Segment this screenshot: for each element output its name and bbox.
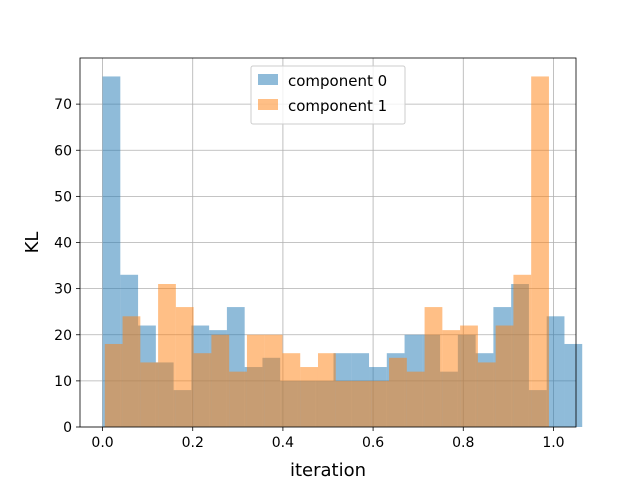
bar-component-1 xyxy=(317,353,336,427)
bar-component-1 xyxy=(282,353,301,427)
bar-component-1 xyxy=(495,325,514,427)
bar-component-1 xyxy=(424,307,443,427)
bar-component-0 xyxy=(102,76,121,427)
legend: component 0 component 1 xyxy=(250,65,406,125)
bar-component-1 xyxy=(531,76,549,427)
y-tick-label: 70 xyxy=(54,97,72,113)
bar-component-1 xyxy=(353,380,372,427)
bar-component-1 xyxy=(122,316,141,427)
bar-component-1 xyxy=(175,307,194,427)
bar-component-0 xyxy=(564,343,583,427)
legend-label-component-0: component 0 xyxy=(288,72,387,90)
bar-component-1 xyxy=(193,353,212,427)
bar-component-1 xyxy=(406,371,425,427)
y-tick-label: 0 xyxy=(63,420,72,436)
y-tick-label: 10 xyxy=(54,374,72,390)
bar-component-1 xyxy=(300,367,318,427)
y-axis-title: KL xyxy=(22,232,43,254)
bar-component-1 xyxy=(477,362,496,427)
x-tick-label: 0.8 xyxy=(452,435,474,451)
bar-component-1 xyxy=(264,334,283,427)
bar-component-1 xyxy=(104,343,123,427)
x-tick-label: 0.0 xyxy=(91,435,113,451)
y-tick-label: 40 xyxy=(54,236,72,252)
x-tick-label: 1.0 xyxy=(542,435,564,451)
y-tick-label: 50 xyxy=(54,189,72,205)
x-axis-ticks: 0.0 0.2 0.4 0.6 0.8 1.0 xyxy=(91,427,565,451)
bar-component-1 xyxy=(442,330,461,427)
y-tick-label: 30 xyxy=(54,282,72,298)
x-axis-title: iteration xyxy=(290,460,366,480)
bar-component-1 xyxy=(335,380,354,427)
bar-component-0 xyxy=(546,316,565,427)
legend-swatch-component-1 xyxy=(258,99,278,110)
y-tick-label: 20 xyxy=(54,328,72,344)
bar-component-1 xyxy=(389,357,407,427)
bar-component-1 xyxy=(140,362,159,427)
y-axis-ticks: 0 10 20 30 40 50 60 70 xyxy=(54,97,80,436)
bar-component-1 xyxy=(158,284,176,427)
x-tick-label: 0.2 xyxy=(182,435,204,451)
bar-component-1 xyxy=(371,380,390,427)
bar-component-1 xyxy=(246,334,265,427)
bar-component-1 xyxy=(211,334,230,427)
y-tick-label: 60 xyxy=(54,143,72,159)
bar-component-1 xyxy=(229,371,247,427)
x-tick-label: 0.4 xyxy=(272,435,294,451)
legend-box xyxy=(250,65,406,125)
legend-label-component-1: component 1 xyxy=(288,97,387,115)
bar-component-1 xyxy=(460,325,478,427)
bar-component-1 xyxy=(513,274,532,427)
series-component-1-bars xyxy=(104,76,549,427)
x-tick-label: 0.6 xyxy=(362,435,384,451)
legend-swatch-component-0 xyxy=(258,74,278,85)
